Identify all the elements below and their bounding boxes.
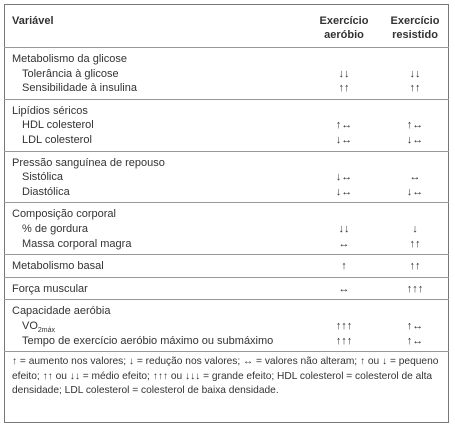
row-label-text: Tolerância à glicose [22, 67, 119, 80]
group-title: Composição corporal [12, 208, 116, 221]
resistance-effect: ↑↔ [406, 334, 424, 347]
header-divider [4, 47, 449, 48]
row-label-text: HDL colesterol [22, 119, 94, 132]
row-label-text: Massa corporal magra [22, 237, 132, 250]
aerobic-effect: ↑↑ [338, 82, 350, 95]
aerobic-effect: ↓↔ [335, 185, 353, 198]
row-label: Tempo de exercício aeróbio máximo ou sub… [22, 334, 273, 348]
group-divider [4, 299, 449, 301]
row-label: Diastólica [22, 185, 70, 199]
column-header: Exercício resistido [390, 15, 440, 41]
row-label-subscript: 2máx [37, 327, 56, 335]
row-label: HDL colesterol [22, 118, 94, 132]
group-title: Metabolismo basal [12, 260, 104, 273]
row-label-text: Tempo de exercício aeróbio máximo ou sub… [22, 334, 274, 347]
row-label-text: Sensibilidade à insulina [22, 82, 137, 95]
group-divider [4, 254, 449, 256]
aerobic-effect: ↓↓ [338, 223, 350, 235]
resistance-effect: ↑↑ [409, 237, 421, 250]
row-label: Tolerância à glicose [22, 67, 119, 81]
row-label-text: LDL colesterol [22, 134, 92, 146]
group-divider [4, 150, 449, 152]
aerobic-effect: ↑↑↑ [335, 334, 353, 347]
row-label-text: Sistólica [22, 171, 63, 184]
row-label-text: % de gordura [22, 223, 89, 235]
group-title: Lipídios séricos [12, 104, 88, 117]
row-label: Massa corporal magra [22, 237, 131, 251]
resistance-effect: ↓ [412, 223, 418, 235]
aerobic-effect: ↑↔ [335, 119, 353, 132]
resistance-effect: ↑↔ [406, 320, 424, 332]
table-frame [4, 4, 449, 423]
resistance-effect: ↑↑ [409, 260, 421, 273]
column-header: Variável [12, 15, 54, 27]
group-title: Força muscular [12, 282, 88, 295]
aerobic-effect: ↔ [338, 237, 350, 250]
resistance-effect: ↑↑↑ [406, 282, 424, 295]
column-header: Exercício aeróbio [319, 15, 369, 41]
row-label: Sensibilidade à insulina [22, 81, 137, 95]
row-label: LDL colesterol [22, 133, 92, 147]
group-title: Pressão sanguínea de repouso [12, 156, 165, 169]
aerobic-effect: ↑ [341, 260, 347, 273]
aerobic-effect: ↔ [338, 282, 350, 295]
resistance-effect: ↑↑ [409, 82, 421, 95]
resistance-effect: ↑↔ [406, 119, 424, 132]
resistance-effect: ↔ [409, 171, 421, 184]
resistance-effect: ↓↔ [406, 134, 424, 146]
group-divider [4, 202, 449, 204]
row-label: VO2máx [22, 319, 55, 338]
row-label: % de gordura [22, 222, 88, 236]
group-title: Capacidade aeróbia [12, 305, 111, 318]
aerobic-effect: ↓↔ [335, 134, 353, 146]
row-label-text: VO [22, 320, 38, 332]
group-divider [4, 98, 449, 100]
resistance-effect: ↓↔ [406, 185, 424, 198]
aerobic-effect: ↓↔ [335, 171, 353, 184]
aerobic-effect: ↑↑↑ [335, 320, 353, 332]
resistance-effect: ↓↓ [409, 67, 421, 80]
footnote: ↑ = aumento nos valores; ↓ = redução nos… [12, 356, 439, 397]
group-divider [4, 351, 449, 353]
row-label-text: Diastólica [22, 185, 70, 198]
group-divider [4, 276, 449, 278]
aerobic-effect: ↓↓ [338, 67, 350, 80]
row-label: Sistólica [22, 170, 63, 184]
group-title: Metabolismo da glicose [12, 53, 127, 65]
